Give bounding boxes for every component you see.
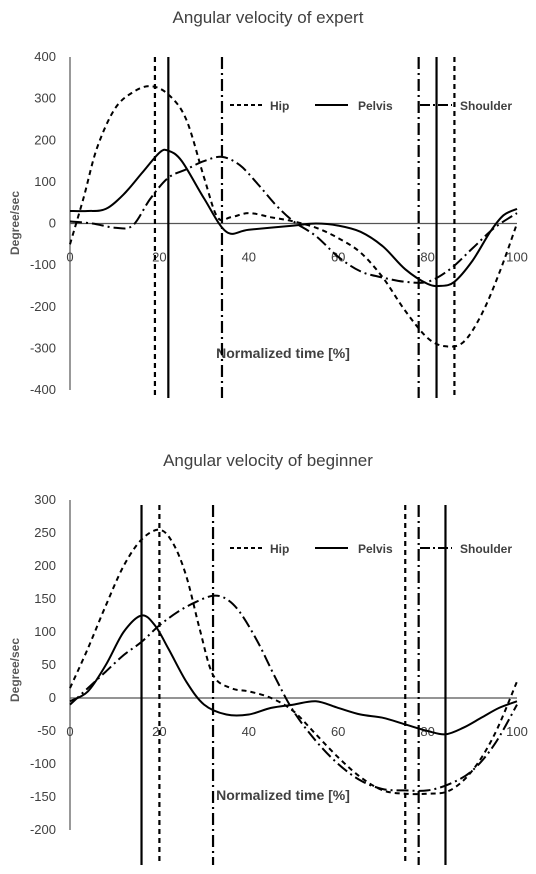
y-tick-label: 50 [42, 657, 56, 672]
y-tick-label: 100 [34, 174, 56, 189]
y-tick-label: 100 [34, 624, 56, 639]
y-tick-label: 250 [34, 525, 56, 540]
chart-expert: Angular velocity of expert Degree/sec No… [8, 8, 528, 398]
chart-beginner: Angular velocity of beginner Degree/sec … [8, 451, 528, 865]
y-tick-label: -200 [30, 299, 56, 314]
x-tick-label: 20 [152, 250, 166, 265]
y-tick-label: -100 [30, 756, 56, 771]
x-tick-label: 40 [242, 724, 256, 739]
series-line-pelvis [69, 148, 518, 288]
peak-markers [140, 505, 447, 865]
y-tick-label: 0 [49, 216, 56, 231]
legend-label-hip: Hip [270, 542, 289, 556]
y-tick-label: -100 [30, 257, 56, 272]
y-axis-label: Degree/sec [8, 191, 22, 255]
x-tick-label: 40 [242, 250, 256, 265]
x-tick-label: 80 [420, 250, 434, 265]
series-line-hip [69, 528, 518, 796]
y-tick-label: -50 [37, 723, 56, 738]
legend: Hip Pelvis Shoulder [230, 99, 512, 113]
y-tick-label: 300 [34, 492, 56, 507]
y-tick-label: 0 [49, 690, 56, 705]
series-line-shoulder [69, 594, 518, 792]
x-axis-label: Normalized time [%] [216, 787, 350, 803]
y-axis-label: Degree/sec [8, 638, 22, 702]
legend-label-shoulder: Shoulder [460, 542, 512, 556]
chart-title: Angular velocity of expert [173, 8, 364, 27]
y-tick-label: -150 [30, 789, 56, 804]
x-axis-label: Normalized time [%] [216, 345, 350, 361]
y-tick-label: -300 [30, 340, 56, 355]
series-lines [69, 528, 518, 796]
x-tick-label: 0 [66, 724, 73, 739]
x-tick-label: 0 [66, 250, 73, 265]
legend-label-pelvis: Pelvis [358, 99, 393, 113]
x-tick-label: 100 [506, 250, 528, 265]
axes: 300250200150100500-50-100-150-2000204060… [30, 492, 528, 837]
x-tick-label: 60 [331, 724, 345, 739]
legend-label-hip: Hip [270, 99, 289, 113]
legend-label-shoulder: Shoulder [460, 99, 512, 113]
y-tick-label: -200 [30, 822, 56, 837]
y-tick-label: -400 [30, 382, 56, 397]
series-line-hip [69, 85, 518, 348]
legend: Hip Pelvis Shoulder [230, 542, 512, 556]
y-tick-label: 150 [34, 591, 56, 606]
series-line-pelvis [69, 614, 518, 736]
chart-title: Angular velocity of beginner [163, 451, 373, 470]
legend-label-pelvis: Pelvis [358, 542, 393, 556]
y-tick-label: 200 [34, 558, 56, 573]
series-line-shoulder [69, 155, 518, 284]
y-tick-label: 400 [34, 49, 56, 64]
series-lines [69, 85, 518, 348]
y-tick-label: 200 [34, 132, 56, 147]
y-tick-label: 300 [34, 91, 56, 106]
x-tick-label: 100 [506, 724, 528, 739]
